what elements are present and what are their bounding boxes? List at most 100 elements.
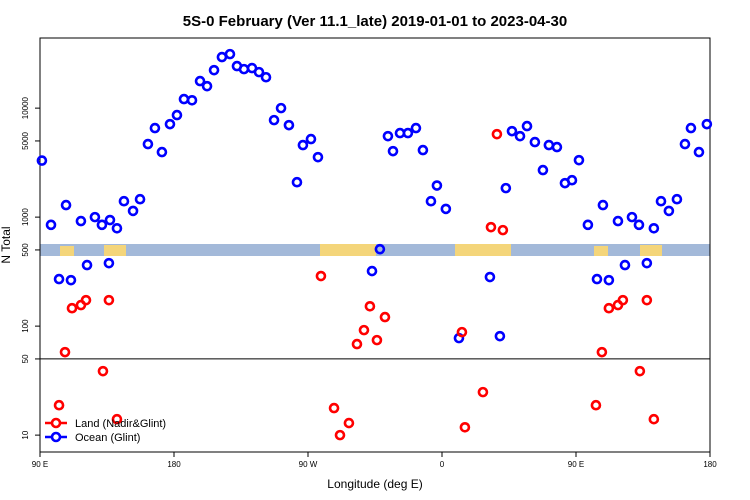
data-point bbox=[186, 94, 198, 106]
data-point bbox=[351, 338, 363, 350]
data-point bbox=[127, 205, 139, 217]
data-point bbox=[402, 127, 414, 139]
data-point bbox=[603, 302, 615, 314]
x-tick-label: 90 E bbox=[568, 460, 584, 469]
legend: Land (Nadir&Glint) Ocean (Glint) bbox=[45, 417, 166, 444]
data-point bbox=[591, 273, 603, 285]
data-point bbox=[81, 259, 93, 271]
data-point bbox=[485, 221, 497, 233]
data-point bbox=[456, 326, 468, 338]
data-point bbox=[89, 211, 101, 223]
data-point bbox=[410, 122, 422, 134]
data-point bbox=[65, 274, 77, 286]
data-point bbox=[97, 365, 109, 377]
data-point bbox=[590, 399, 602, 411]
data-point bbox=[679, 138, 691, 150]
data-point bbox=[603, 274, 615, 286]
data-point bbox=[312, 151, 324, 163]
data-point bbox=[671, 193, 683, 205]
x-tick-label: 180 bbox=[167, 460, 181, 469]
data-point bbox=[118, 195, 130, 207]
data-point bbox=[208, 64, 220, 76]
data-point bbox=[619, 259, 631, 271]
data-point bbox=[253, 66, 265, 78]
data-point bbox=[111, 222, 123, 234]
data-point bbox=[134, 193, 146, 205]
y-tick-label: 50 bbox=[21, 354, 30, 363]
data-point bbox=[537, 164, 549, 176]
data-point bbox=[315, 270, 327, 282]
data-point bbox=[201, 80, 213, 92]
data-point bbox=[268, 114, 280, 126]
legend-marker bbox=[50, 417, 62, 429]
data-point bbox=[142, 138, 154, 150]
data-point bbox=[297, 139, 309, 151]
data-point bbox=[364, 301, 376, 312]
data-point bbox=[275, 102, 287, 114]
data-point bbox=[358, 324, 370, 336]
data-point bbox=[497, 224, 509, 236]
data-point bbox=[379, 311, 391, 323]
data-point bbox=[685, 122, 697, 134]
data-point bbox=[693, 146, 705, 158]
legend-label: Land (Nadir&Glint) bbox=[75, 418, 166, 430]
data-point bbox=[60, 199, 72, 211]
data-point bbox=[596, 346, 608, 358]
data-point bbox=[529, 136, 541, 148]
data-point bbox=[291, 176, 303, 188]
data-point bbox=[663, 205, 675, 217]
data-point bbox=[655, 195, 667, 207]
data-point bbox=[305, 133, 317, 145]
data-point bbox=[96, 219, 108, 231]
y-tick-label: 500 bbox=[21, 243, 30, 257]
data-point bbox=[582, 219, 594, 231]
data-point bbox=[366, 265, 378, 277]
land-patch bbox=[104, 245, 126, 256]
x-tick-label: 180 bbox=[703, 460, 717, 469]
data-point bbox=[224, 48, 236, 60]
data-point bbox=[334, 429, 346, 441]
data-point bbox=[343, 417, 355, 429]
data-point bbox=[178, 93, 190, 105]
data-point bbox=[53, 399, 65, 411]
data-point bbox=[484, 271, 496, 283]
land-patch bbox=[594, 246, 608, 256]
data-point bbox=[425, 195, 437, 207]
data-point bbox=[260, 71, 272, 83]
data-point bbox=[573, 154, 585, 166]
data-point bbox=[440, 203, 452, 215]
data-point bbox=[521, 120, 533, 132]
data-point bbox=[66, 302, 78, 314]
data-point bbox=[171, 109, 183, 121]
data-point bbox=[371, 334, 383, 346]
y-tick-label: 100 bbox=[21, 319, 30, 333]
data-point bbox=[156, 146, 168, 158]
x-axis-label: Longitude (deg E) bbox=[327, 477, 422, 491]
data-point bbox=[75, 215, 87, 227]
data-point bbox=[491, 128, 503, 140]
data-point bbox=[459, 421, 471, 433]
x-tick-label: 90 W bbox=[299, 460, 318, 469]
y-tick-label: 10 bbox=[21, 430, 30, 439]
data-point bbox=[111, 413, 123, 425]
data-point bbox=[374, 243, 386, 255]
data-point bbox=[194, 75, 206, 87]
data-point bbox=[506, 125, 518, 137]
legend-label: Ocean (Glint) bbox=[75, 432, 140, 444]
legend-marker bbox=[50, 431, 62, 443]
data-point bbox=[103, 257, 115, 269]
data-point bbox=[45, 219, 57, 231]
data-point bbox=[164, 118, 176, 130]
data-point bbox=[238, 63, 250, 75]
data-point bbox=[612, 215, 624, 227]
data-point bbox=[634, 365, 646, 377]
data-point bbox=[59, 346, 71, 358]
data-point bbox=[328, 402, 340, 414]
data-point bbox=[500, 182, 512, 194]
data-point bbox=[633, 219, 645, 231]
plot-frame bbox=[39, 37, 711, 453]
data-point bbox=[626, 211, 638, 223]
land-patch bbox=[640, 245, 662, 256]
land-patch bbox=[455, 244, 511, 256]
